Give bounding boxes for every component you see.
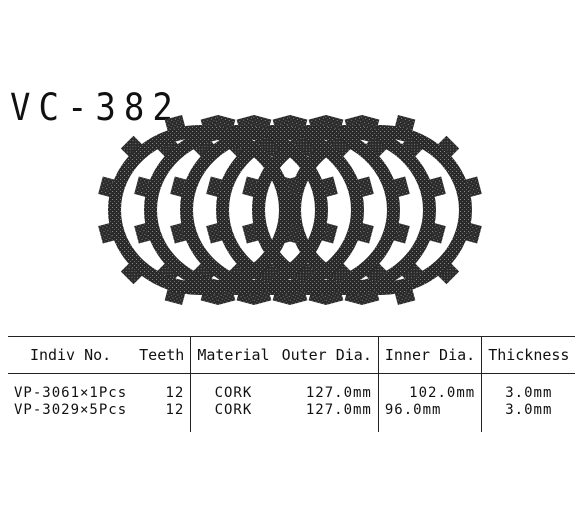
outer-dia-cell: 127.0mm [305, 384, 372, 401]
table-row: VP-3029×5Pcs 12 CORK 127.0mm 96.0mm 3.0m… [8, 401, 576, 432]
plate-tooth [365, 263, 388, 285]
clutch-plates-icon [98, 115, 482, 306]
plate-ring [144, 125, 328, 295]
plate-tooth [293, 135, 316, 157]
col-outer-dia: Outer Dia. [275, 336, 379, 374]
thickness-cell: 3.0mm [481, 401, 576, 432]
col-teeth: Teeth [133, 336, 191, 374]
teeth-cell: 12 [165, 384, 185, 401]
table-row: VP-3061×1Pcs 12 CORK 127.0mm 102.0mm 3.0… [8, 373, 576, 401]
plate-tooth [401, 263, 424, 285]
plate-ring [252, 125, 436, 295]
plate-tooth [401, 135, 424, 157]
outer-dia-cell: 127.0mm [305, 401, 372, 418]
indiv-no-cell: VP-3029×5Pcs [14, 401, 128, 418]
teeth-cell: 12 [165, 401, 185, 418]
plate-tooth [293, 263, 316, 285]
plate-ring [216, 125, 400, 295]
plate-tooth [365, 135, 388, 157]
plate-tooth [437, 135, 460, 157]
col-inner-dia: Inner Dia. [377, 336, 482, 374]
plate-tooth [257, 135, 280, 157]
clutch-plate [206, 115, 410, 306]
inner-dia-cell: 102.0mm [377, 373, 482, 401]
plate-tooth [120, 135, 143, 157]
plate-ring [108, 125, 292, 295]
plate-tooth [257, 263, 280, 285]
clutch-plate [134, 115, 338, 306]
thickness-cell: 3.0mm [481, 373, 576, 401]
col-indiv-no: Indiv No. [8, 336, 134, 374]
plate-tooth [329, 263, 352, 285]
plate-ring [288, 125, 472, 295]
indiv-no-cell: VP-3061×1Pcs [14, 384, 128, 401]
product-code-title: VC-382 [10, 86, 181, 130]
plate-ring [180, 125, 364, 295]
plate-tooth [329, 135, 352, 157]
clutch-plate [170, 115, 374, 306]
plate-tooth [120, 263, 143, 285]
clutch-plate [242, 115, 446, 306]
plate-tooth [437, 263, 460, 285]
inner-dia-cell: 96.0mm [377, 401, 482, 432]
clutch-plate [98, 115, 302, 306]
material-cell: CORK [190, 373, 276, 401]
spec-table: Indiv No. Teeth Material Outer Dia. Inne… [8, 336, 576, 432]
material-cell: CORK [190, 401, 276, 432]
col-material: Material [190, 336, 276, 374]
col-thickness: Thickness [481, 336, 576, 374]
spec-table-header: Indiv No. Teeth Material Outer Dia. Inne… [8, 336, 576, 374]
